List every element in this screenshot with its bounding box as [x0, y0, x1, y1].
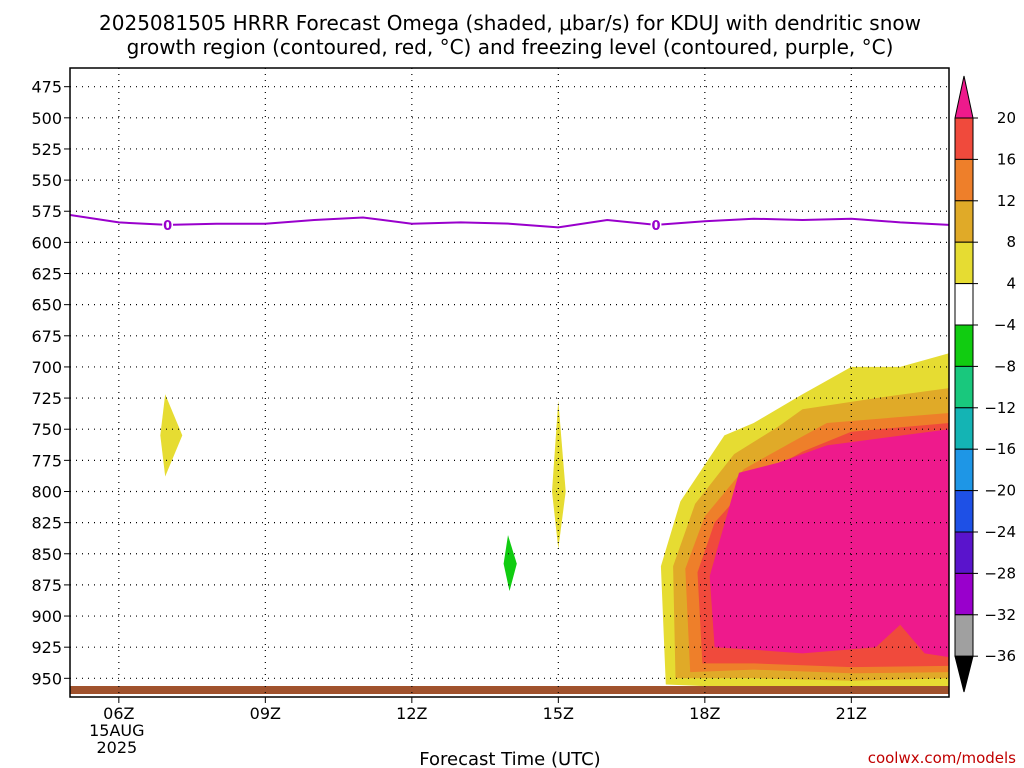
colorbar-segment: [954, 614, 974, 657]
y-tick-label: 850: [31, 545, 62, 564]
x-tick-label: 09Z: [250, 704, 281, 723]
chart-title-line1: 2025081505 HRRR Forecast Omega (shaded, …: [99, 11, 921, 35]
omega-region-0: [160, 394, 183, 477]
y-tick-label: 950: [31, 669, 62, 688]
colorbar-segment: [954, 448, 974, 492]
colorbar-label: −36: [984, 647, 1016, 665]
colorbar-segment: [954, 241, 974, 285]
y-tick-label: 775: [31, 451, 62, 470]
y-tick-label: 600: [31, 233, 62, 252]
plot-frame: [69, 67, 950, 698]
y-tick-label: 725: [31, 389, 62, 408]
colorbar-label: 16: [997, 150, 1016, 168]
colorbar-segment: [954, 117, 974, 160]
y-tick-label: 875: [31, 576, 62, 595]
y-tick-label: 575: [31, 202, 62, 221]
colorbar-segment: [954, 324, 974, 367]
y-tick-label: 750: [31, 420, 62, 439]
colorbar-top-triangle: [954, 75, 974, 119]
colorbar-segment: [954, 283, 974, 326]
x-tick-label: 06Z: [103, 704, 134, 723]
colorbar-label: −16: [984, 440, 1016, 458]
x-axis-label: Forecast Time (UTC): [419, 749, 600, 768]
x-tick-label: 18Z: [689, 704, 720, 723]
y-tick-label: 475: [31, 78, 62, 97]
colorbar-label: −24: [984, 523, 1016, 541]
x-tick-year: 2025: [96, 738, 137, 757]
x-tick-label: 12Z: [396, 704, 427, 723]
colorbar-bottom-triangle: [954, 655, 974, 693]
y-tick-label: 525: [31, 140, 62, 159]
source-credit[interactable]: coolwx.com/models: [868, 749, 1016, 767]
y-tick-label: 925: [31, 638, 62, 657]
colorbar-label: −4: [994, 316, 1016, 334]
y-tick-label: 650: [31, 296, 62, 315]
ground-strip: [70, 686, 949, 694]
y-tick-label: 625: [31, 265, 62, 284]
colorbar-label: 12: [997, 192, 1016, 210]
colorbar-label: 4: [1006, 275, 1016, 293]
colorbar-label: −28: [984, 564, 1016, 582]
colorbar-segment: [954, 531, 974, 574]
x-tick-date: 15AUG: [89, 721, 144, 740]
omega-region-1: [552, 400, 566, 549]
omega-region-7: [709, 429, 949, 658]
chart-title-line2: growth region (contoured, red, °C) and f…: [127, 35, 894, 59]
colorbar-segment: [954, 365, 974, 409]
y-tick-label: 550: [31, 171, 62, 190]
colorbar-label: 8: [1006, 233, 1016, 251]
y-tick-label: 900: [31, 607, 62, 626]
colorbar-label: 20: [997, 109, 1016, 127]
y-tick-label: 675: [31, 327, 62, 346]
colorbar-segment: [954, 200, 974, 243]
colorbar-label: −32: [984, 606, 1016, 624]
colorbar-label: −8: [994, 357, 1016, 375]
freezing-level-label: 0: [651, 219, 660, 234]
colorbar-segment: [954, 158, 974, 202]
colorbar-label: −20: [984, 482, 1016, 500]
y-tick-label: 800: [31, 482, 62, 501]
colorbar-segment: [954, 407, 974, 450]
colorbar-label: −12: [984, 399, 1016, 417]
omega-region-2: [503, 535, 517, 592]
freezing-level-label: 0: [163, 219, 172, 234]
x-tick-label: 15Z: [543, 704, 574, 723]
colorbar-segment: [954, 490, 974, 533]
y-tick-label: 500: [31, 109, 62, 128]
colorbar-segment: [954, 572, 974, 616]
freezing-level-line: [70, 214, 949, 229]
y-tick-label: 700: [31, 358, 62, 377]
x-tick-label: 21Z: [836, 704, 867, 723]
y-tick-label: 825: [31, 514, 62, 533]
